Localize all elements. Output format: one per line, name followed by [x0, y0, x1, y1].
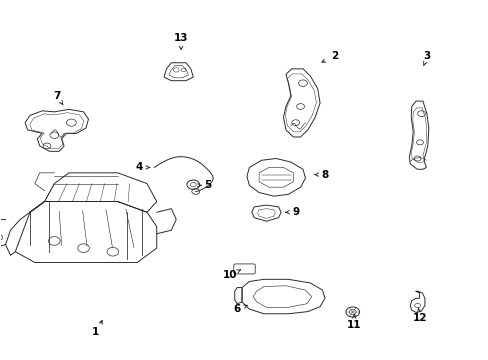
- Text: 4: 4: [136, 162, 143, 172]
- Text: 5: 5: [204, 180, 211, 190]
- Text: 11: 11: [346, 320, 361, 330]
- Text: 3: 3: [423, 51, 430, 61]
- Text: 10: 10: [222, 270, 237, 280]
- Text: 8: 8: [321, 170, 328, 180]
- Text: 2: 2: [330, 51, 338, 61]
- Text: 1: 1: [92, 327, 99, 337]
- Text: 7: 7: [53, 91, 61, 101]
- Text: 13: 13: [174, 33, 188, 43]
- Text: 6: 6: [233, 304, 240, 314]
- Text: 12: 12: [412, 313, 427, 323]
- Text: 9: 9: [291, 207, 299, 217]
